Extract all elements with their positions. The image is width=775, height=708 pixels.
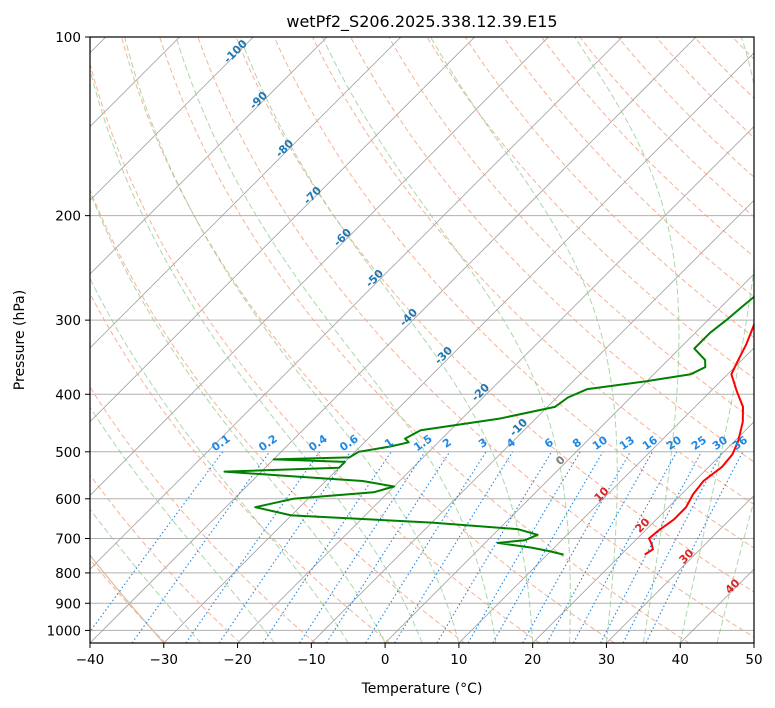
dry-adiabat-line	[90, 473, 241, 643]
dry-adiabat-line	[350, 37, 754, 463]
mixing-ratio-line	[218, 451, 351, 643]
mixing-ratio-line	[185, 451, 321, 643]
mixing-ratio-line	[522, 451, 631, 643]
y-tick-label: 1000	[47, 623, 81, 639]
moist-adiabat-line	[239, 37, 534, 643]
mixing-ratio-line	[131, 451, 271, 643]
dry-adiabat-line	[90, 188, 465, 643]
moist-adiabat-line	[175, 37, 497, 643]
isotherm-line	[458, 347, 754, 643]
mixing-ratio-line	[546, 451, 653, 643]
x-tick-label: 10	[450, 652, 467, 668]
x-axis-label: Temperature (°C)	[361, 681, 483, 697]
moist-adiabat-line	[90, 190, 386, 643]
x-tick-label: 0	[381, 652, 390, 668]
moist-adiabat-line	[90, 277, 349, 643]
isotherm-line	[384, 273, 754, 643]
dry-adiabat-line	[197, 37, 754, 638]
dry-adiabat-line	[159, 37, 690, 643]
isotherm-line	[90, 37, 623, 570]
x-tick-label: 20	[524, 652, 541, 668]
x-tick-label: 50	[745, 652, 762, 668]
isotherm-line	[606, 494, 754, 643]
dry-adiabat-line	[90, 386, 316, 643]
plot-area	[90, 37, 754, 643]
mixing-ratio-line	[365, 451, 487, 643]
isotherm-line	[90, 37, 549, 497]
y-tick-label: 700	[55, 532, 81, 548]
mixing-ratio-line	[645, 451, 744, 643]
dry-adiabat-line	[90, 61, 540, 643]
isotherm-line	[163, 52, 754, 643]
mixing-ratio-line	[262, 451, 392, 643]
chart-title: wetPf2_S206.2025.338.12.39.E15	[286, 12, 557, 32]
mixing-ratio-line	[325, 451, 451, 643]
y-tick-label: 600	[55, 492, 81, 508]
y-tick-label: 800	[55, 566, 81, 582]
isotherm-line	[532, 421, 754, 643]
isotherm-line	[90, 37, 328, 275]
y-tick-label: 900	[55, 596, 81, 612]
x-tick-label: −40	[76, 652, 105, 668]
y-tick-label: 500	[55, 445, 81, 461]
dry-adiabat-line	[90, 292, 391, 643]
x-tick-label: −10	[297, 652, 326, 668]
mixing-ratio-line	[299, 451, 426, 643]
y-tick-label: 100	[55, 30, 81, 46]
x-tick-label: 40	[672, 652, 689, 668]
moist-adiabat-line	[574, 37, 680, 643]
y-tick-label: 200	[55, 209, 81, 225]
moist-adiabat-line	[679, 37, 754, 643]
axes: −40 −30 −20 −10 0 10 20 30 40 50 100 200 300 400 500 60…	[47, 30, 763, 668]
isotherm-line	[237, 125, 754, 643]
x-tick-label: 30	[598, 652, 615, 668]
dry-adiabat-line	[464, 37, 754, 339]
isotherm-line	[90, 37, 254, 201]
dry-adiabat-line	[426, 37, 754, 379]
dry-adiabat-line	[235, 37, 754, 593]
isotherm-line	[90, 37, 475, 423]
mixing-ratio-line	[436, 451, 553, 643]
isotherm-line	[311, 199, 754, 643]
dewpoint-profile-line	[223, 295, 754, 556]
isotherm-line	[90, 37, 402, 349]
plot-frame	[89, 36, 755, 644]
moist-adiabat-line	[430, 37, 618, 643]
mixing-ratio-line	[573, 451, 678, 643]
moist-adiabat-line	[90, 406, 275, 643]
reference-arc-line	[90, 554, 165, 643]
mixing-ratio-line	[90, 451, 224, 633]
x-tick-label: −30	[150, 652, 179, 668]
dry-adiabat-line	[273, 37, 754, 549]
x-tick-label: −20	[223, 652, 252, 668]
temperature-profile-line	[644, 322, 754, 556]
dry-adiabat-line	[121, 37, 615, 643]
y-axis-label: Pressure (hPa)	[12, 290, 28, 390]
y-tick-label: 300	[55, 313, 81, 329]
moist-adiabat-line	[90, 67, 423, 643]
mixing-ratio-line	[600, 451, 702, 643]
y-tick-label: 400	[55, 387, 81, 403]
moist-adiabat-line	[90, 508, 202, 643]
moist-adiabat-line	[321, 37, 571, 643]
dry-adiabat-line	[90, 558, 166, 643]
